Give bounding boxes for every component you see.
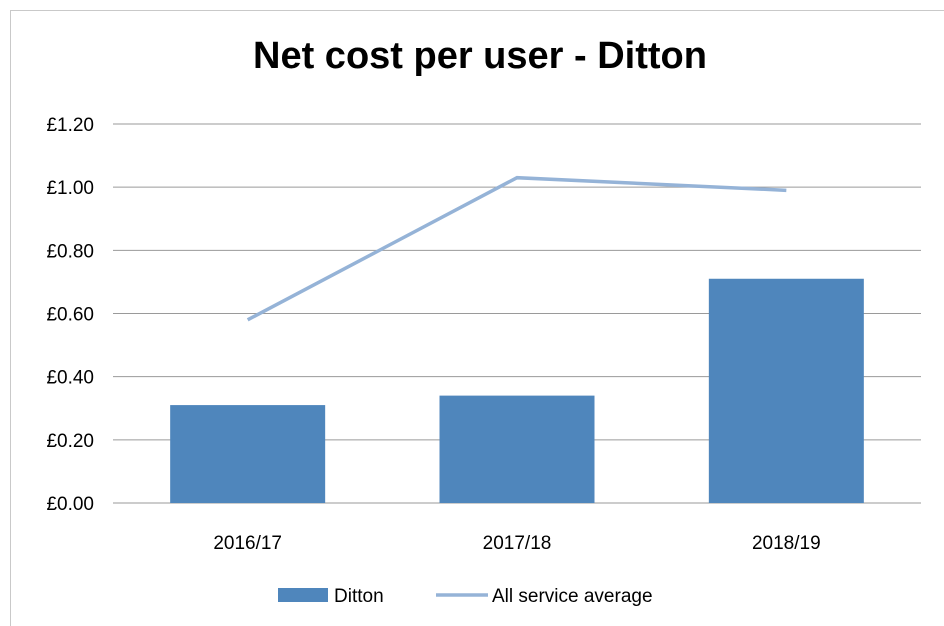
line-all-service-average: [246, 175, 787, 322]
y-tick-label: £1.00: [46, 178, 94, 199]
x-tick-label: 2018/19: [752, 533, 821, 554]
bar-ditton: [708, 278, 864, 503]
legend-label-ditton: Ditton: [334, 586, 384, 607]
x-tick-label: 2016/17: [213, 533, 282, 554]
y-tick-label: £0.80: [46, 241, 94, 262]
x-tick-label: 2017/18: [483, 533, 552, 554]
y-tick-label: £0.60: [46, 305, 94, 326]
y-tick-label: £0.20: [46, 431, 94, 452]
y-tick-label: £1.20: [46, 115, 94, 136]
legend-swatch-ditton: [278, 588, 328, 602]
y-tick-label: £0.00: [46, 494, 94, 515]
chart-title: Net cost per user - Ditton: [253, 35, 707, 77]
chart-frame: [10, 10, 944, 626]
legend-label-average: All service average: [492, 586, 653, 607]
bar-ditton: [170, 405, 326, 503]
bar-ditton: [439, 395, 595, 503]
y-tick-label: £0.40: [46, 368, 94, 389]
